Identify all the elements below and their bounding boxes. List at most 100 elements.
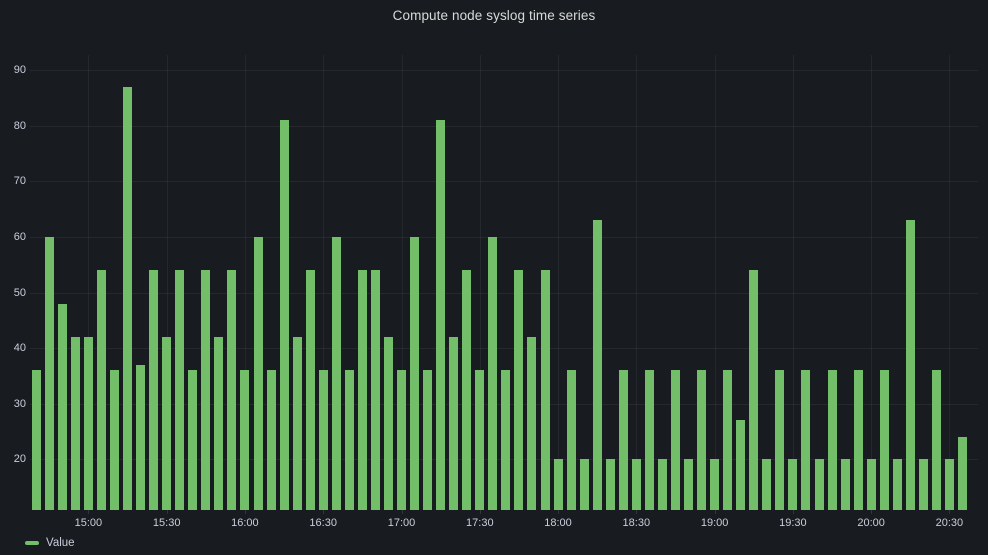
x-axis-label: 18:00 [544, 517, 572, 529]
bar[interactable] [788, 459, 798, 510]
bar[interactable] [96, 270, 106, 510]
bar[interactable] [540, 270, 550, 510]
bar[interactable] [423, 370, 433, 510]
bar[interactable] [305, 270, 315, 510]
gridline-vertical [636, 55, 638, 510]
bar[interactable] [618, 370, 628, 510]
bar[interactable] [944, 459, 954, 510]
bar[interactable] [840, 459, 850, 510]
gridline-vertical [871, 55, 873, 510]
bar[interactable] [958, 437, 967, 510]
bar[interactable] [605, 459, 615, 510]
bar[interactable] [918, 459, 928, 510]
legend-item-value[interactable]: Value [25, 536, 75, 550]
bar[interactable] [383, 337, 393, 510]
x-axis-tick [714, 510, 716, 514]
bar[interactable] [892, 459, 902, 510]
bar[interactable] [644, 370, 654, 510]
bar[interactable] [318, 370, 328, 510]
gridline-horizontal [30, 70, 978, 71]
bar[interactable] [475, 370, 485, 510]
gridline-vertical [479, 55, 481, 510]
bar[interactable] [723, 370, 733, 510]
bar[interactable] [397, 370, 406, 510]
bar[interactable] [57, 303, 67, 510]
gridline-vertical [244, 55, 246, 510]
bar[interactable] [44, 236, 54, 510]
bar[interactable] [240, 370, 250, 510]
bar[interactable] [449, 337, 459, 510]
bar[interactable] [123, 86, 132, 510]
bar[interactable] [70, 337, 80, 510]
bar[interactable] [279, 120, 289, 510]
bar[interactable] [227, 270, 237, 510]
gridline-horizontal [30, 348, 978, 350]
bar[interactable] [462, 270, 472, 510]
x-axis-tick [636, 510, 638, 514]
gridline-vertical [166, 55, 168, 510]
x-axis-tick [479, 510, 481, 514]
bar[interactable] [710, 459, 720, 510]
bar[interactable] [827, 370, 837, 510]
bar[interactable] [814, 459, 824, 510]
bar[interactable] [853, 370, 863, 510]
bar[interactable] [488, 236, 498, 510]
bar[interactable] [292, 337, 302, 510]
x-axis-tick [88, 510, 90, 514]
bar[interactable] [801, 370, 811, 510]
gridline-vertical [792, 55, 794, 510]
bar[interactable] [762, 459, 772, 510]
bar[interactable] [775, 370, 785, 510]
bar[interactable] [501, 370, 511, 510]
bar[interactable] [266, 370, 276, 510]
x-axis-tick [949, 510, 951, 514]
bar[interactable] [553, 459, 563, 510]
bar[interactable] [83, 337, 93, 510]
bar[interactable] [214, 337, 224, 510]
bar[interactable] [749, 270, 759, 510]
bar[interactable] [736, 420, 746, 510]
bar[interactable] [253, 236, 263, 510]
plot-area[interactable] [30, 55, 978, 510]
bar[interactable] [162, 337, 172, 510]
bar[interactable] [344, 370, 354, 510]
gridline-vertical [714, 55, 716, 510]
bar[interactable] [657, 459, 667, 510]
bar[interactable] [866, 459, 876, 510]
bar[interactable] [592, 220, 602, 510]
bar[interactable] [697, 370, 706, 510]
bar[interactable] [331, 236, 341, 510]
x-axis-label: 15:00 [74, 517, 103, 529]
bar[interactable] [931, 370, 941, 510]
bar[interactable] [579, 459, 589, 510]
x-axis-label: 17:00 [387, 517, 416, 529]
bar[interactable] [149, 270, 159, 510]
bar[interactable] [357, 270, 367, 510]
x-axis-tick [401, 510, 403, 514]
gridline-vertical [949, 55, 951, 510]
bar[interactable] [514, 270, 524, 510]
gridline-horizontal [30, 292, 978, 294]
bar[interactable] [201, 270, 211, 510]
y-axis-label: 70 [13, 175, 26, 188]
bar[interactable] [436, 120, 446, 510]
bar[interactable] [905, 220, 915, 510]
bar[interactable] [110, 370, 119, 510]
bar[interactable] [566, 370, 576, 510]
bar[interactable] [410, 236, 419, 510]
bar[interactable] [527, 337, 537, 510]
gridline-horizontal [30, 125, 978, 127]
x-axis-tick [244, 510, 246, 514]
bar[interactable] [370, 270, 380, 510]
bar[interactable] [175, 270, 185, 510]
bar[interactable] [684, 459, 693, 510]
y-axis-label: 30 [13, 397, 26, 410]
bar[interactable] [136, 364, 146, 510]
bar[interactable] [671, 370, 680, 510]
bar[interactable] [631, 459, 641, 510]
bar[interactable] [879, 370, 889, 510]
bar[interactable] [31, 370, 41, 510]
bar[interactable] [188, 370, 198, 510]
legend-series-label: Value [46, 537, 75, 549]
